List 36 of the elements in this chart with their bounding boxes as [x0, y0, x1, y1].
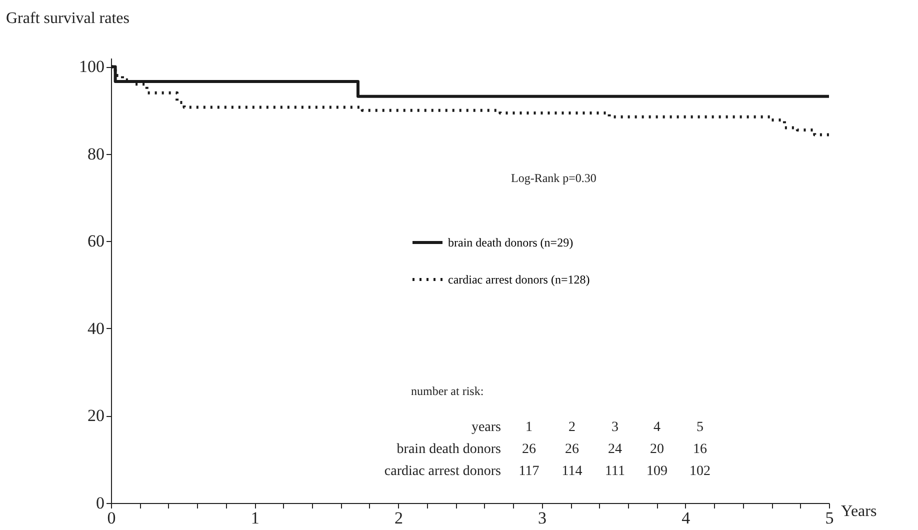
annotation: 26 — [522, 442, 536, 457]
annotation: brain death donors — [396, 442, 501, 457]
y-tick-label: 80 — [88, 144, 104, 164]
y-tick-label: 100 — [79, 57, 104, 76]
y-axis-title: Graft survival rates — [6, 10, 130, 27]
x-tick-label: 5 — [825, 508, 834, 528]
annotation: 20 — [650, 442, 664, 457]
legend-label: cardiac arrest donors (n=128) — [448, 272, 590, 286]
y-tick-label: 20 — [88, 406, 104, 426]
annotation: 114 — [562, 464, 582, 479]
annotation: 109 — [646, 464, 668, 479]
annotation: 24 — [608, 442, 622, 457]
annotation: 111 — [605, 464, 625, 479]
annotation: 3 — [612, 420, 618, 435]
y-tick-label: 60 — [88, 232, 104, 251]
y-tick-label: 0 — [96, 494, 104, 512]
annotation: years — [471, 420, 501, 435]
legend-label: brain death donors (n=29) — [448, 236, 574, 250]
annotation: 2 — [568, 420, 576, 435]
x-tick-label: 0 — [107, 508, 116, 528]
y-tick-label: 40 — [88, 318, 104, 338]
x-tick-label: 4 — [682, 508, 691, 528]
annotation: 5 — [696, 420, 704, 435]
annotation: 1 — [526, 420, 532, 435]
annotation: Log-Rank p=0.30 — [511, 171, 596, 185]
x-tick-label: 1 — [250, 508, 260, 528]
annotation: number at risk: — [411, 384, 484, 398]
annotation: 16 — [693, 442, 707, 457]
x-tick-label: 2 — [394, 508, 403, 528]
annotation: 26 — [565, 442, 579, 457]
x-axis-title: Years — [841, 503, 877, 520]
annotation: 4 — [654, 420, 660, 435]
annotation: 117 — [518, 464, 540, 479]
annotation: 102 — [690, 464, 710, 479]
x-tick-label: 3 — [538, 508, 547, 528]
annotation: cardiac arrest donors — [384, 464, 501, 479]
